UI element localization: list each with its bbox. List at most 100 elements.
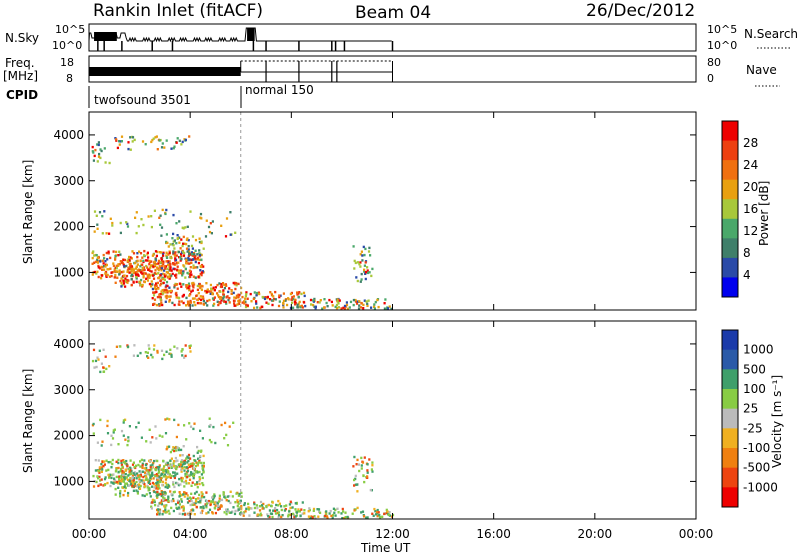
colorbar-swatch [722, 330, 738, 351]
range-gate-cell [345, 303, 349, 307]
range-gate-cell [138, 250, 141, 253]
range-gate-cell [329, 509, 332, 513]
range-gate-cell [201, 464, 204, 467]
range-gate-cell [118, 250, 121, 253]
range-gate-cell [119, 253, 122, 256]
colorbar-swatch [722, 277, 738, 298]
range-gate-cell [247, 506, 250, 509]
range-gate-cell [158, 265, 161, 268]
range-gate-cell [110, 466, 113, 469]
range-gate-cell [162, 510, 165, 513]
range-gate-cell [147, 268, 150, 271]
range-gate-cell [156, 513, 159, 516]
range-gate-cell [336, 507, 339, 510]
range-gate-cell [158, 475, 161, 478]
range-gate-cell [138, 280, 141, 283]
range-gate-cell [273, 508, 276, 511]
range-gate-cell [217, 295, 221, 299]
range-gate-cell [385, 511, 388, 515]
range-gate-cell [151, 138, 154, 142]
range-gate-cell [343, 517, 346, 520]
range-gate-cell [321, 307, 324, 310]
range-gate-cell [158, 216, 161, 219]
range-gate-cell [351, 512, 354, 515]
range-gate-cell [138, 475, 141, 478]
range-gate-cell [157, 485, 160, 488]
range-gate-cell [150, 264, 153, 267]
range-gate-cell [96, 441, 99, 444]
range-gate-cell [122, 459, 125, 462]
range-gate-cell [366, 463, 369, 466]
range-gate-cell [125, 221, 128, 224]
range-gate-cell [198, 240, 201, 244]
range-gate-cell [198, 459, 201, 463]
range-gate-cell [289, 506, 292, 510]
range-gate-cell [324, 514, 327, 518]
range-gate-cell [159, 279, 163, 282]
range-gate-cell [96, 475, 99, 478]
range-gate-cell [238, 299, 241, 302]
range-gate-cell [236, 499, 239, 502]
range-gate-cell [139, 265, 142, 268]
range-gate-cell [163, 265, 166, 268]
range-gate-cell [241, 512, 244, 515]
range-gate-cell [253, 501, 256, 504]
cpid-label: CPID [6, 88, 38, 102]
range-gate-cell [172, 267, 175, 270]
range-gate-cell [353, 267, 356, 270]
range-gate-cell [298, 510, 301, 513]
range-gate-cell [138, 480, 141, 483]
range-gate-cell [224, 283, 227, 286]
x-tick-label: 12:00 [375, 527, 410, 541]
range-gate-cell [303, 294, 306, 298]
range-gate-cell [228, 495, 231, 498]
range-gate-cell [162, 469, 165, 473]
range-gate-cell [135, 265, 138, 268]
range-gate-cell [197, 291, 200, 295]
nsky-right-bottom-tick: 10^0 [707, 39, 737, 52]
range-gate-cell [211, 500, 214, 504]
range-gate-cell [165, 251, 168, 254]
range-gate-cell [373, 307, 376, 310]
range-gate-cell [92, 422, 95, 426]
range-gate-cell [164, 265, 168, 268]
range-gate-cell [363, 299, 366, 302]
range-gate-cell [151, 481, 155, 485]
range-gate-cell [145, 476, 148, 480]
range-gate-cell [169, 267, 172, 271]
range-gate-cell [201, 476, 204, 480]
range-gate-cell [198, 249, 201, 252]
range-gate-cell [179, 493, 182, 496]
range-gate-cell [185, 247, 189, 250]
range-gate-cell [173, 267, 176, 271]
range-gate-cell [153, 260, 156, 264]
range-gate-cell [165, 471, 168, 474]
range-gate-cell [133, 344, 136, 347]
range-gate-cell [148, 269, 151, 272]
range-gate-cell [132, 472, 135, 475]
range-gate-cell [173, 464, 176, 468]
range-gate-cell [180, 238, 183, 241]
range-gate-cell [164, 493, 167, 496]
range-gate-cell [121, 478, 124, 481]
range-gate-cell [220, 296, 223, 299]
range-gate-cell [166, 417, 169, 420]
range-gate-cell [131, 267, 134, 270]
range-gate-cell [125, 482, 129, 485]
range-gate-cell [174, 258, 178, 262]
range-gate-cell [177, 261, 180, 264]
range-gate-cell [185, 285, 188, 289]
range-gate-cell [93, 366, 96, 369]
range-gate-cell [181, 274, 184, 277]
range-gate-cell [182, 283, 185, 286]
range-gate-cell [312, 299, 315, 302]
range-gate-cell [188, 499, 191, 503]
range-gate-cell [161, 483, 164, 487]
range-gate-cell [176, 265, 179, 268]
range-gate-cell [98, 469, 101, 472]
range-gate-cell [129, 477, 132, 480]
range-gate-cell [128, 271, 131, 274]
range-gate-cell [161, 480, 164, 484]
range-gate-cell [179, 259, 182, 262]
range-gate-cell [169, 264, 172, 267]
